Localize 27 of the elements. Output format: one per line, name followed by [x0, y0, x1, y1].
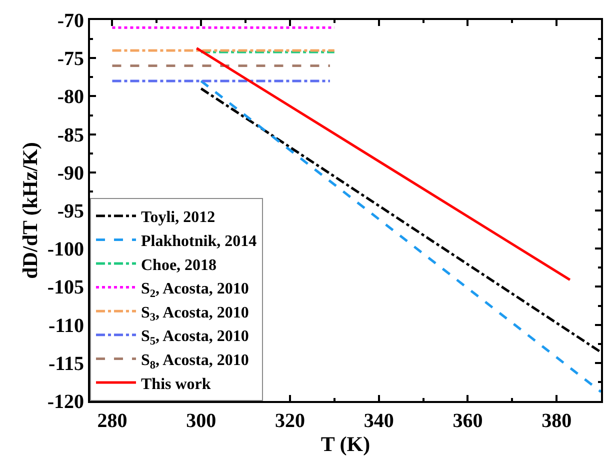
y-tick-label: -100: [47, 238, 84, 261]
x-tick-label: 280: [97, 410, 128, 432]
x-tick-label: 360: [452, 410, 483, 432]
legend-label: S$_{5}$, Acosta, 2010: [141, 328, 249, 348]
y-tick-label: -115: [48, 352, 84, 375]
legend-label: This work: [141, 376, 211, 393]
y-tick-label: -90: [57, 162, 84, 184]
legend-label: S$_{2}$, Acosta, 2010: [141, 280, 249, 300]
legend-label: S$_{8}$, Acosta, 2010: [141, 352, 249, 372]
legend-label: Toyli, 2012: [141, 209, 216, 226]
x-tick-label: 340: [364, 410, 394, 432]
y-tick-label: -85: [57, 124, 84, 146]
y-tick-label: -75: [57, 48, 84, 70]
x-tick-label: 320: [274, 410, 305, 432]
y-tick-label: -110: [48, 314, 84, 337]
x-tick-label: 380: [542, 410, 572, 432]
y-tick-label: -80: [57, 86, 84, 108]
legend-label: Plakhotnik, 2014: [141, 232, 257, 250]
y-tick-label: -105: [47, 276, 84, 299]
y-tick-label: -95: [57, 200, 84, 222]
x-axis-title: T (K): [320, 432, 370, 456]
y-tick-label: -120: [47, 391, 84, 413]
legend-label: S$_{3}$, Acosta, 2010: [141, 304, 249, 324]
legend-label: Choe, 2018: [141, 256, 217, 274]
y-axis-title: dD/dT (kHz/K): [18, 142, 42, 279]
y-tick-label: -70: [57, 10, 84, 32]
x-tick-label: 300: [186, 410, 216, 432]
